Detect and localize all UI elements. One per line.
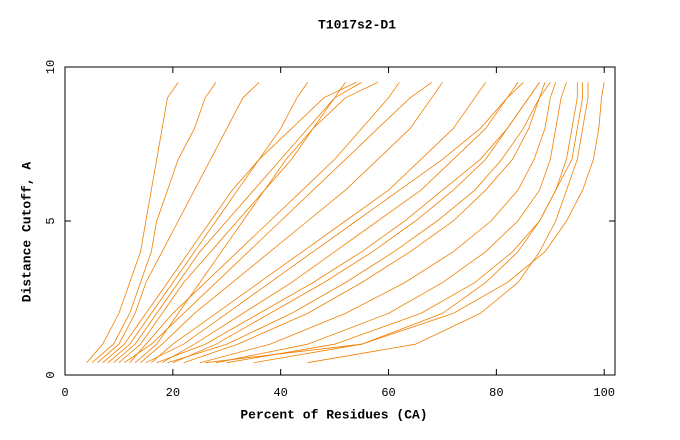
curve bbox=[226, 82, 583, 364]
curve bbox=[205, 82, 605, 364]
y-tick-label: 10 bbox=[44, 60, 58, 74]
curve bbox=[118, 82, 346, 364]
curve bbox=[140, 82, 443, 364]
x-tick-label: 0 bbox=[61, 386, 68, 400]
x-tick-label: 20 bbox=[166, 386, 180, 400]
curve bbox=[183, 82, 546, 364]
x-tick-label: 40 bbox=[273, 386, 287, 400]
curve bbox=[161, 82, 519, 364]
curve bbox=[307, 82, 589, 364]
curve bbox=[91, 82, 217, 364]
x-tick-label: 80 bbox=[489, 386, 503, 400]
y-axis-label: Distance Cutoff, A bbox=[19, 162, 34, 303]
curve bbox=[199, 82, 557, 364]
curve bbox=[151, 82, 486, 364]
x-axis-label: Percent of Residues (CA) bbox=[240, 407, 427, 422]
y-tick-label: 0 bbox=[44, 371, 58, 378]
curve bbox=[107, 82, 308, 364]
curve bbox=[124, 82, 432, 364]
curve bbox=[102, 82, 357, 364]
x-tick-label: 100 bbox=[593, 386, 615, 400]
curve bbox=[145, 82, 524, 364]
curve bbox=[253, 82, 578, 364]
plot-area bbox=[86, 82, 605, 364]
curve bbox=[97, 82, 260, 364]
curve bbox=[167, 82, 551, 364]
curve bbox=[129, 82, 400, 363]
curve bbox=[215, 82, 567, 364]
curve bbox=[172, 82, 540, 364]
chart-title: T1017s2-D1 bbox=[318, 17, 396, 32]
curve bbox=[86, 82, 179, 363]
curve bbox=[113, 82, 362, 364]
curve bbox=[156, 82, 540, 364]
y-tick-label: 5 bbox=[44, 217, 58, 224]
curve bbox=[134, 82, 378, 364]
plot-frame bbox=[64, 66, 616, 376]
x-tick-label: 60 bbox=[381, 386, 395, 400]
